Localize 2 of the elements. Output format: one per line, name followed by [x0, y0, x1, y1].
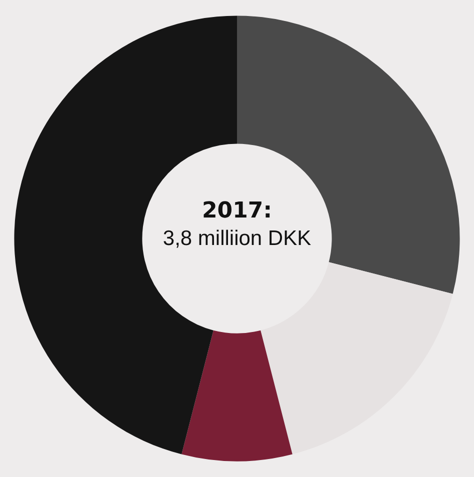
- text: 2017:: [202, 198, 272, 224]
- text: 3,8 milliion DKK: [162, 227, 312, 250]
